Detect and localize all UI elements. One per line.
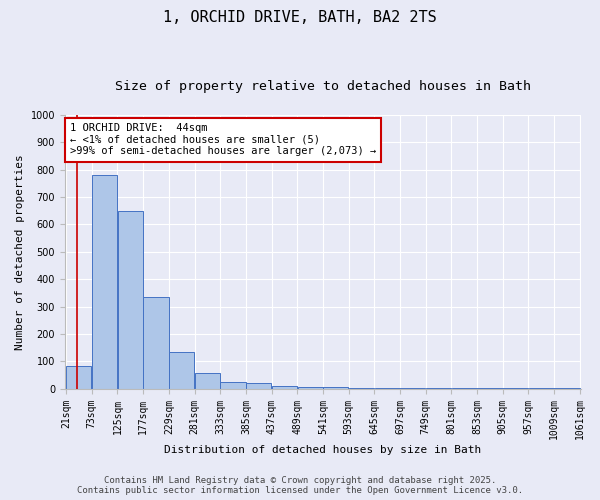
Text: Contains HM Land Registry data © Crown copyright and database right 2025.
Contai: Contains HM Land Registry data © Crown c… — [77, 476, 523, 495]
Bar — [92, 175, 117, 388]
Bar — [143, 298, 169, 388]
Bar — [118, 212, 143, 388]
Title: Size of property relative to detached houses in Bath: Size of property relative to detached ho… — [115, 80, 531, 93]
Bar — [169, 352, 194, 389]
Bar — [323, 387, 349, 388]
Bar — [246, 383, 271, 388]
Text: 1, ORCHID DRIVE, BATH, BA2 2TS: 1, ORCHID DRIVE, BATH, BA2 2TS — [163, 10, 437, 25]
X-axis label: Distribution of detached houses by size in Bath: Distribution of detached houses by size … — [164, 445, 482, 455]
Bar — [272, 386, 297, 388]
Bar — [220, 382, 245, 388]
Bar — [298, 386, 323, 388]
Bar — [195, 372, 220, 388]
Text: 1 ORCHID DRIVE:  44sqm
← <1% of detached houses are smaller (5)
>99% of semi-det: 1 ORCHID DRIVE: 44sqm ← <1% of detached … — [70, 123, 376, 156]
Bar — [67, 366, 91, 388]
Y-axis label: Number of detached properties: Number of detached properties — [15, 154, 25, 350]
